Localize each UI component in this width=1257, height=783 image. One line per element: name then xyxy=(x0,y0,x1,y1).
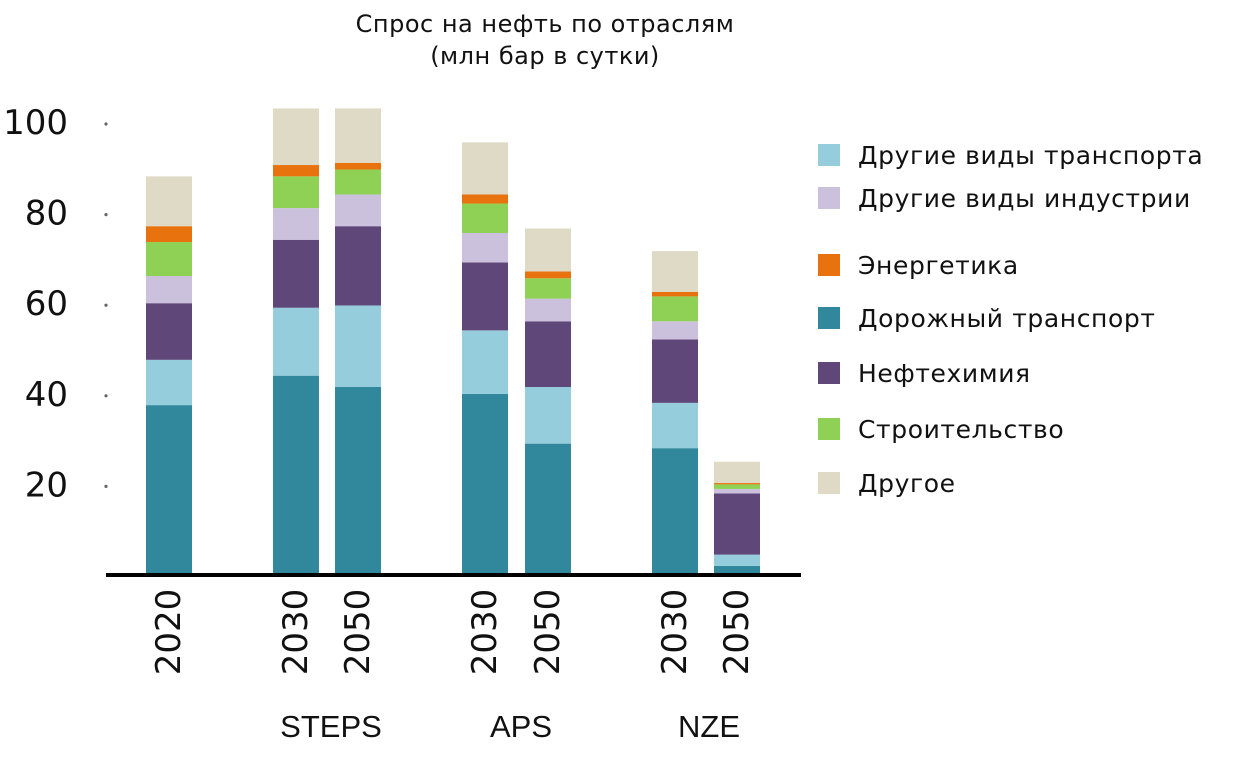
legend-label: Дорожный транспорт xyxy=(858,303,1156,333)
legend-label: Нефтехимия xyxy=(858,358,1031,388)
bar-segment xyxy=(652,448,698,575)
bar-segment xyxy=(462,142,508,195)
legend-label: Другое xyxy=(858,468,956,498)
bar-segment xyxy=(714,488,760,494)
bar-segment xyxy=(714,493,760,555)
legend-item: Нефтехимия xyxy=(818,358,1031,388)
chart-title: Спрос на нефть по отраслям (млн бар в су… xyxy=(300,8,790,72)
y-tick-label: 20 xyxy=(25,465,68,505)
bar-segment xyxy=(335,387,381,575)
legend-label: Строительство xyxy=(858,414,1065,444)
bar-segment xyxy=(462,393,508,575)
bar-segment xyxy=(146,405,192,575)
bar-segment xyxy=(652,296,698,322)
bar-segment xyxy=(335,108,381,163)
y-tick-label: 100 xyxy=(3,103,68,143)
x-tick-label: 2030 xyxy=(465,589,505,676)
bar-segment xyxy=(652,321,698,340)
bar-segment xyxy=(146,226,192,243)
legend-label: Энергетика xyxy=(858,250,1019,280)
legend-item: Другие виды индустрии xyxy=(818,183,1191,213)
chart-title-line: Спрос на нефть по отраслям xyxy=(355,10,735,38)
legend-swatch xyxy=(818,307,840,329)
bar-segment xyxy=(525,387,571,444)
bar-segment xyxy=(146,303,192,360)
bar-segment xyxy=(335,169,381,195)
group-label: STEPS xyxy=(280,709,382,744)
bar-segment xyxy=(714,483,760,485)
y-tick-mark xyxy=(104,394,108,398)
bar-segment xyxy=(525,298,571,322)
bar-segment xyxy=(146,276,192,304)
bar-segment xyxy=(652,251,698,292)
bar-segment xyxy=(273,208,319,240)
legend-label: Другие виды индустрии xyxy=(858,183,1191,213)
bar-segment xyxy=(146,359,192,406)
bar-segment xyxy=(462,262,508,331)
y-tick-mark xyxy=(104,303,108,307)
bar-segment xyxy=(273,108,319,166)
legend-item: Дорожный транспорт xyxy=(818,303,1156,333)
legend-swatch xyxy=(818,144,840,166)
bar-segment xyxy=(714,461,760,484)
y-tick-label: 80 xyxy=(25,194,68,234)
x-tick-label: 2050 xyxy=(717,589,757,676)
bar-segment xyxy=(273,165,319,177)
bar-segment xyxy=(652,402,698,449)
bar-segment xyxy=(273,239,319,308)
bar-segment xyxy=(525,278,571,299)
y-tick-label: 60 xyxy=(25,284,68,324)
legend-label: Другие виды транспорта xyxy=(858,140,1204,170)
bar-segment xyxy=(652,291,698,297)
bar-segment xyxy=(146,176,192,227)
bar-segment xyxy=(462,203,508,233)
bar-segment xyxy=(525,228,571,272)
bar-segment xyxy=(146,242,192,277)
bar-segment xyxy=(273,176,319,209)
bar-segment xyxy=(525,271,571,279)
x-tick-label: 2050 xyxy=(338,589,378,676)
bar-segment xyxy=(462,330,508,394)
bar-segment xyxy=(273,307,319,376)
y-tick-mark xyxy=(104,213,108,217)
bar-segment xyxy=(462,232,508,263)
legend-item: Энергетика xyxy=(818,250,1019,280)
y-tick-label: 40 xyxy=(25,375,68,415)
bar-segment xyxy=(714,554,760,566)
bar-segment xyxy=(273,375,319,575)
legend-swatch xyxy=(818,362,840,384)
x-tick-label: 2050 xyxy=(528,589,568,676)
legend-item: Другие виды транспорта xyxy=(818,140,1203,170)
bar-segment xyxy=(525,443,571,575)
x-tick-label: 2030 xyxy=(276,589,316,676)
y-tick-mark xyxy=(104,122,108,126)
group-label: APS xyxy=(490,709,552,744)
x-tick-label: 2030 xyxy=(655,589,695,676)
legend-item: Другое xyxy=(818,468,956,498)
legend-swatch xyxy=(818,472,840,494)
legend-swatch xyxy=(818,418,840,440)
bar-segment xyxy=(714,484,760,489)
legend-item: Строительство xyxy=(818,414,1064,444)
bar-segment xyxy=(335,226,381,306)
bar-segment xyxy=(652,339,698,403)
bar-segment xyxy=(714,565,760,575)
x-tick-label: 2020 xyxy=(149,589,189,676)
y-tick-mark xyxy=(104,484,108,488)
group-label: NZE xyxy=(678,709,740,744)
bar-segment xyxy=(335,194,381,227)
legend-swatch xyxy=(818,187,840,209)
legend-swatch xyxy=(818,254,840,276)
bar-segment xyxy=(462,194,508,204)
bar-segment xyxy=(525,321,571,388)
bar-segment xyxy=(335,162,381,170)
chart-subtitle-line: (млн бар в сутки) xyxy=(430,42,660,70)
bar-segment xyxy=(335,305,381,388)
